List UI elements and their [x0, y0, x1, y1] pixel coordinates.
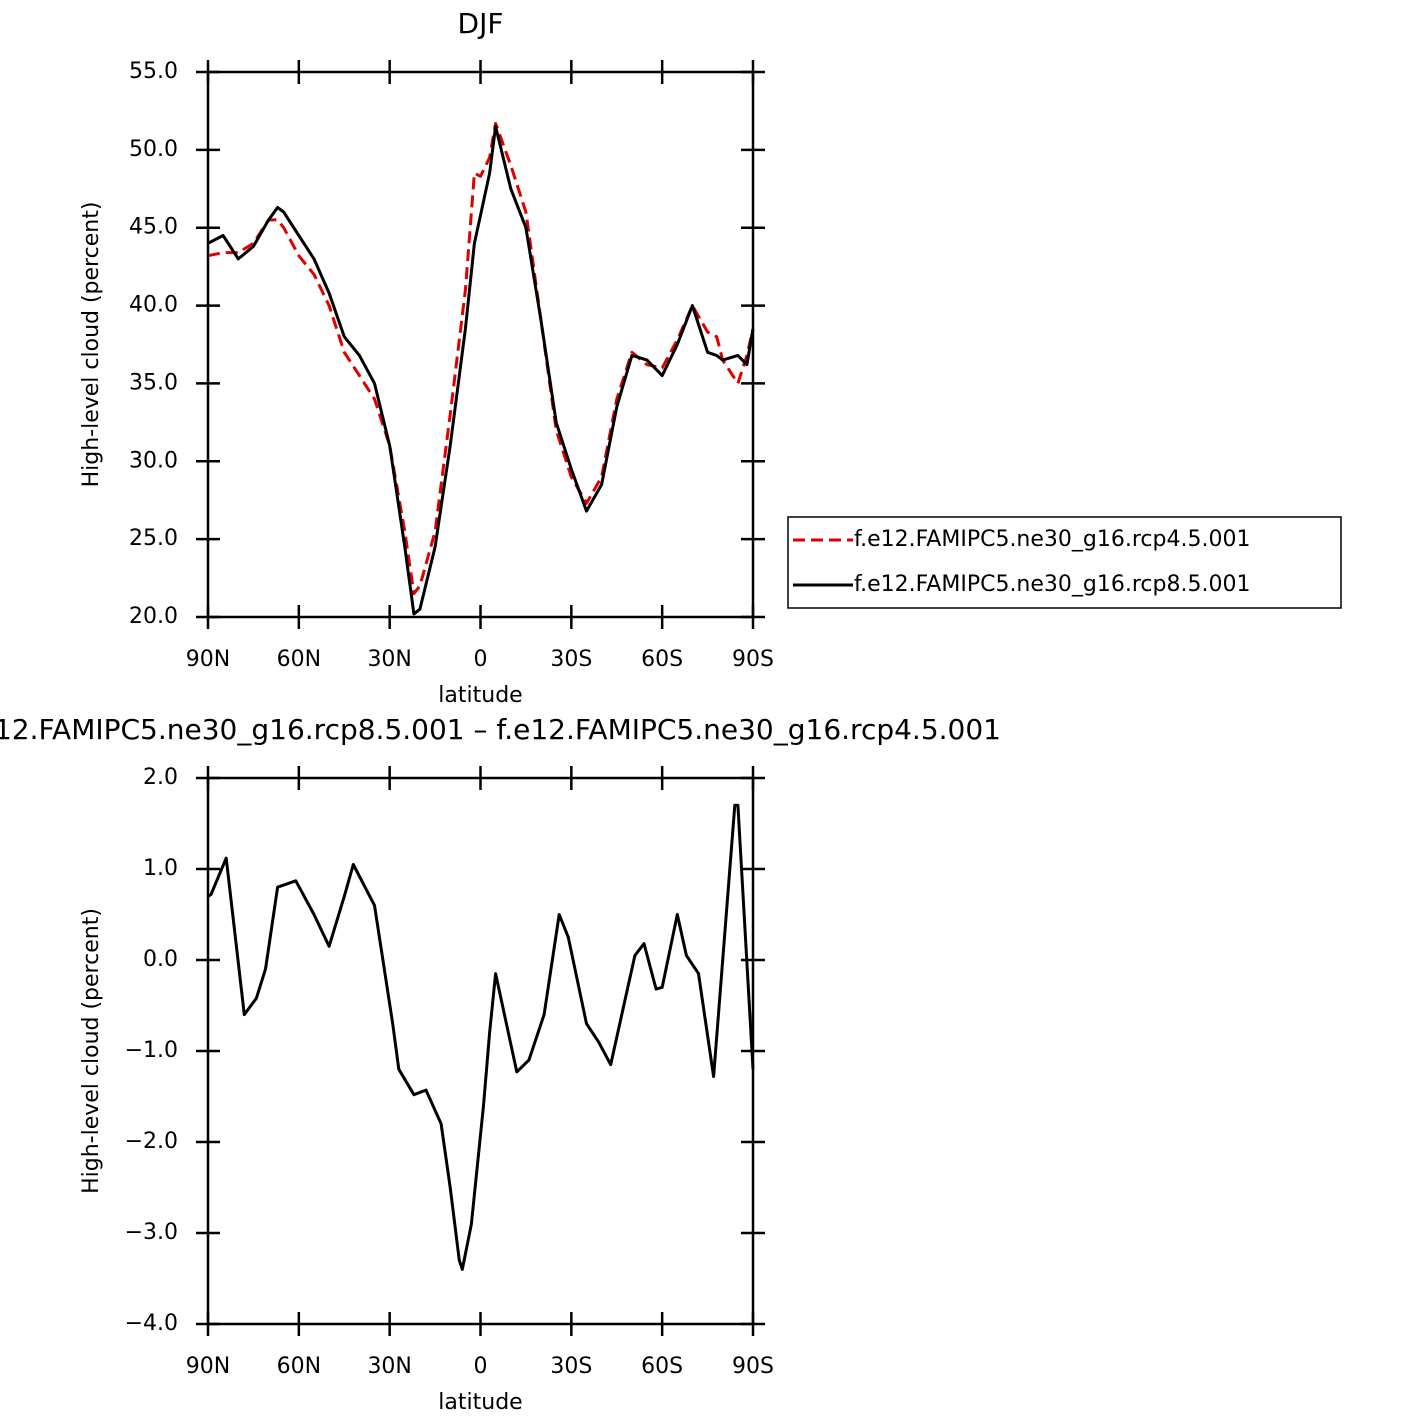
x-tick-label: 90N: [186, 647, 230, 672]
x-tick-label: 90S: [732, 1354, 774, 1379]
y-tick-label: 35.0: [129, 370, 178, 395]
y-tick-label: 50.0: [129, 137, 178, 162]
legend-box: [787, 516, 1342, 609]
data-line: [207, 121, 755, 596]
x-tick-label: 30N: [367, 1354, 411, 1379]
x-tick-label: 0: [474, 647, 488, 672]
legend-label: f.e12.FAMIPC5.ne30_g16.rcp4.5.001: [854, 527, 1250, 552]
chart-title: f.e12.FAMIPC5.ne30_g16.rcp8.5.001 – f.e1…: [0, 713, 1001, 746]
y-axis-label: High-level cloud (percent): [79, 908, 104, 1194]
x-tick-label: 60S: [641, 647, 683, 672]
x-tick-label: 30N: [367, 647, 411, 672]
x-tick-label: 60N: [277, 1354, 321, 1379]
x-tick-label: 60S: [641, 1354, 683, 1379]
x-axis-label: latitude: [438, 1390, 522, 1415]
data-line: [207, 803, 755, 1271]
y-tick-label: −3.0: [125, 1220, 178, 1245]
y-tick-label: −2.0: [125, 1129, 178, 1154]
y-tick-label: −4.0: [125, 1311, 178, 1336]
x-tick-label: 0: [474, 1354, 488, 1379]
x-tick-label: 60N: [277, 647, 321, 672]
y-tick-label: 2.0: [143, 765, 178, 790]
x-axis-label: latitude: [438, 683, 522, 708]
y-tick-label: 55.0: [129, 59, 178, 84]
y-tick-label: 40.0: [129, 293, 178, 318]
y-tick-label: 25.0: [129, 526, 178, 551]
plot-frame: [206, 70, 755, 619]
x-tick-label: 90S: [732, 647, 774, 672]
y-axis-label: High-level cloud (percent): [79, 202, 104, 488]
chart-title: DJF: [458, 7, 504, 40]
y-tick-label: 0.0: [143, 947, 178, 972]
x-tick-label: 30S: [550, 647, 592, 672]
plot-frame: [206, 776, 755, 1326]
y-tick-label: 20.0: [129, 604, 178, 629]
data-line: [207, 125, 755, 616]
y-tick-label: 45.0: [129, 215, 178, 240]
legend-label: f.e12.FAMIPC5.ne30_g16.rcp8.5.001: [854, 572, 1250, 597]
y-tick-label: −1.0: [125, 1038, 178, 1063]
y-tick-label: 1.0: [143, 856, 178, 881]
x-tick-label: 90N: [186, 1354, 230, 1379]
x-tick-label: 30S: [550, 1354, 592, 1379]
y-tick-label: 30.0: [129, 448, 178, 473]
